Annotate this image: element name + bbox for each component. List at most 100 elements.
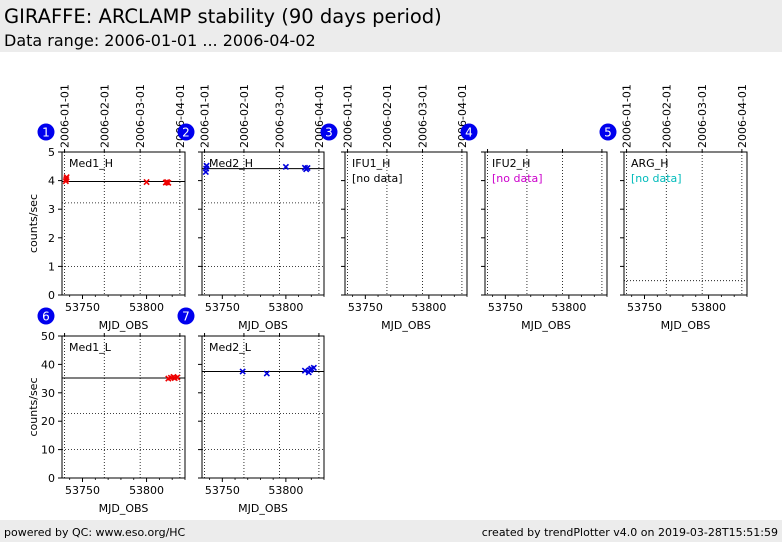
y-tick-label: 10 xyxy=(41,444,55,457)
chart-panel-7: 53750 53800 MJD_OBS 7 Med2_L xyxy=(177,307,325,515)
date-tick-label: 2006-03-01 xyxy=(274,84,287,148)
plot-frame xyxy=(201,335,325,479)
x-tick-label: 53750 xyxy=(627,301,662,314)
x-tick-label: 53750 xyxy=(205,301,240,314)
y-tick-label: 50 xyxy=(41,330,55,343)
panel-number-badge xyxy=(177,123,195,141)
x-tick-label: 53800 xyxy=(268,484,303,497)
x-axis-label: MJD_OBS xyxy=(521,319,571,332)
y-tick-label: 20 xyxy=(41,415,55,428)
no-data-label: [no data] xyxy=(492,172,543,185)
created-by-text: created by trendPlotter v4.0 on 2019-03-… xyxy=(481,526,778,539)
date-tick-label: 2006-03-01 xyxy=(417,84,430,148)
series-label: IFU1_H xyxy=(352,157,390,170)
y-tick-label: 5 xyxy=(48,146,55,159)
date-tick-label: 2006-04-01 xyxy=(736,84,749,148)
panel-number: 5 xyxy=(604,126,612,140)
date-tick-label: 2006-01-01 xyxy=(199,84,212,148)
powered-by-text[interactable]: powered by QC: www.eso.org/HC xyxy=(4,526,186,539)
chart-panel-3: 53750 53800 MJD_OBS 2006-01-01 2006-02-01 200… xyxy=(320,84,469,332)
data-range-subtitle: Data range: 2006-01-01 ... 2006-04-02 xyxy=(4,31,316,50)
date-tick-label: 2006-01-01 xyxy=(342,84,355,148)
panel-number-badge xyxy=(320,123,338,141)
chart-panel-2: 53750 53800 MJD_OBS 2006-01-01 2006-02-01 200… xyxy=(177,84,326,332)
x-tick-label: 53750 xyxy=(205,484,240,497)
plot-frame xyxy=(61,335,186,479)
x-tick-label: 53800 xyxy=(129,484,164,497)
series-label: Med1_L xyxy=(69,341,112,354)
date-tick-label: 2006-03-01 xyxy=(696,84,709,148)
data-point xyxy=(306,366,314,374)
chart-panel-1: 53750 53800 MJD_OBS 0 1 2 3 4 5 counts/sec 2006-01… xyxy=(27,84,187,332)
y-tick-label: 0 xyxy=(48,472,55,485)
date-tick-label: 2006-01-01 xyxy=(59,84,72,148)
date-tick-label: 2006-03-01 xyxy=(134,84,147,148)
plot-frame xyxy=(201,151,325,296)
panel-number: 2 xyxy=(182,126,190,140)
date-tick-label: 2006-02-01 xyxy=(381,84,394,148)
data-point xyxy=(301,367,309,374)
x-tick-label: 53800 xyxy=(551,301,586,314)
x-axis-label: MJD_OBS xyxy=(99,502,149,515)
y-tick-label: 30 xyxy=(41,387,55,400)
data-point xyxy=(282,163,290,171)
x-tick-label: 53750 xyxy=(348,301,383,314)
panel-number-badge xyxy=(37,123,55,141)
x-axis-label: MJD_OBS xyxy=(238,502,288,515)
x-tick-label: 53800 xyxy=(411,301,446,314)
x-tick-label: 53750 xyxy=(65,301,100,314)
data-point xyxy=(263,370,270,377)
data-point xyxy=(63,174,70,181)
panel-number: 4 xyxy=(465,126,473,140)
data-point xyxy=(310,364,317,371)
x-axis-label: MJD_OBS xyxy=(99,319,149,332)
series-label: Med2_H xyxy=(209,157,253,170)
no-data-label: [no data] xyxy=(631,172,682,185)
x-axis-label: MJD_OBS xyxy=(238,319,288,332)
panel-number-badge xyxy=(460,123,478,141)
report-header: GIRAFFE: ARCLAMP stability (90 days peri… xyxy=(0,0,782,52)
chart-panel-4: 53750 53800 MJD_OBS 4 IFU2_H [no data] xyxy=(460,123,608,332)
data-point xyxy=(174,374,181,381)
data-point xyxy=(239,368,246,375)
panel-number: 7 xyxy=(182,310,190,324)
x-tick-label: 53800 xyxy=(691,301,726,314)
x-tick-label: 53750 xyxy=(488,301,523,314)
x-tick-label: 53800 xyxy=(268,301,303,314)
panel-number: 3 xyxy=(325,126,333,140)
data-point xyxy=(203,162,210,169)
no-data-label: [no data] xyxy=(352,172,403,185)
data-point xyxy=(165,179,172,187)
plot-frame xyxy=(623,151,748,296)
plot-frame xyxy=(344,151,468,296)
series-label: ARG_H xyxy=(631,157,668,170)
y-tick-label: 4 xyxy=(48,175,55,188)
y-axis-label: counts/sec xyxy=(27,194,40,253)
x-axis-label: MJD_OBS xyxy=(661,319,711,332)
y-tick-label: 1 xyxy=(48,260,55,273)
x-axis-label: MJD_OBS xyxy=(381,319,431,332)
chart-panel-6: 53750 53800 MJD_OBS 0 10 20 30 40 50 counts/sec 6 M… xyxy=(27,307,186,515)
y-axis-label: counts/sec xyxy=(27,377,40,436)
panel-number: 1 xyxy=(42,126,50,140)
x-tick-label: 53800 xyxy=(129,301,164,314)
y-tick-label: 2 xyxy=(48,232,55,245)
series-label: Med2_L xyxy=(209,341,252,354)
panel-number-badge xyxy=(599,123,617,141)
date-tick-label: 2006-02-01 xyxy=(98,84,111,148)
report-footer: powered by QC: www.eso.org/HC created by… xyxy=(0,520,782,542)
date-tick-label: 2006-02-01 xyxy=(238,84,251,148)
plot-frame xyxy=(484,151,608,296)
panel-number-badge xyxy=(37,307,55,325)
chart-panel-5: 53750 53800 MJD_OBS 2006-01-01 2006-02-01 200… xyxy=(599,84,749,332)
x-tick-label: 53750 xyxy=(65,484,100,497)
date-tick-label: 2006-01-01 xyxy=(621,84,634,148)
report-title: GIRAFFE: ARCLAMP stability (90 days peri… xyxy=(4,5,442,28)
panel-number-badge xyxy=(177,307,195,325)
y-tick-label: 3 xyxy=(48,203,55,216)
series-label: IFU2_H xyxy=(492,157,530,170)
y-tick-label: 0 xyxy=(48,289,55,302)
data-point xyxy=(143,178,150,186)
y-tick-label: 40 xyxy=(41,358,55,371)
